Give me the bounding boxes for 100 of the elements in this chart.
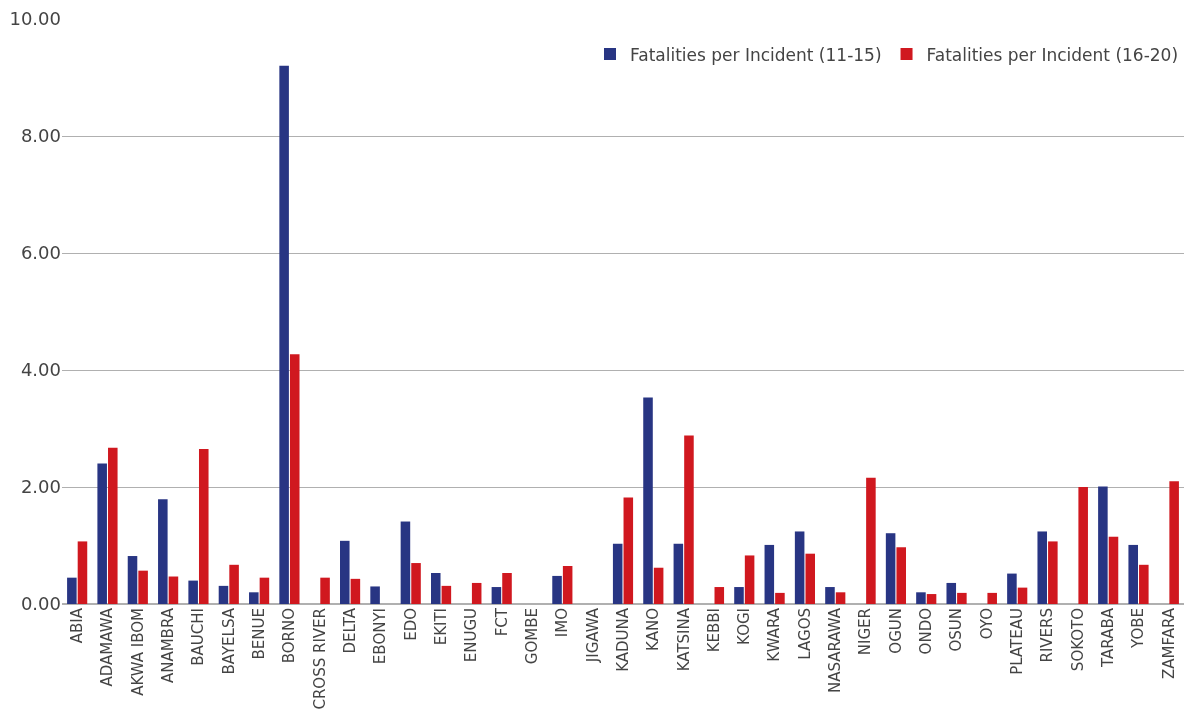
bar [673, 543, 684, 604]
bar [714, 587, 725, 604]
x-tick-label: ONDO [917, 608, 936, 655]
bar [471, 582, 482, 604]
x-tick-label: ZAMFARA [1159, 607, 1178, 680]
x-tick-label: KWARA [765, 607, 784, 662]
bar [350, 578, 361, 604]
x-tick-label: OSUN [947, 608, 966, 652]
bar [491, 587, 502, 604]
x-tick-label: ADAMAWA [98, 607, 117, 687]
x-tick-label: CROSS RIVER [310, 608, 329, 710]
x-tick-label: BAUCHI [189, 608, 208, 666]
bar [229, 564, 239, 604]
bar [926, 594, 937, 604]
x-tick-label: NASARAWA [826, 607, 845, 694]
bar [218, 585, 229, 604]
bar [1037, 531, 1048, 604]
x-tick-label: JIGAWA [583, 607, 602, 664]
x-tick-label: BORNO [280, 608, 299, 664]
bar [158, 499, 168, 604]
bar [866, 477, 876, 604]
bar [1169, 481, 1179, 604]
x-tick-label: OYO [977, 608, 996, 640]
x-tick-label: KATSINA [674, 607, 693, 672]
bar [1128, 544, 1138, 604]
bar [108, 447, 118, 604]
bar [279, 65, 289, 604]
x-tick-label: RIVERS [1038, 608, 1057, 663]
bar [896, 547, 906, 604]
bar [1098, 486, 1108, 604]
x-tick-label: LAGOS [795, 608, 814, 660]
bar [1017, 587, 1028, 604]
bar [67, 577, 77, 604]
x-tick-label: KOGI [735, 608, 754, 645]
y-tick-label: 6.00 [20, 242, 61, 264]
bar [562, 565, 573, 604]
bar [885, 533, 896, 604]
x-tick-label: OGUN [886, 608, 905, 654]
x-tick-label: EDO [401, 608, 420, 641]
bar [643, 397, 653, 604]
x-tick-label: YOBE [1129, 608, 1148, 649]
bar [744, 555, 755, 604]
y-tick-label: 10.00 [9, 8, 61, 30]
bar [340, 540, 350, 604]
bar [441, 585, 452, 604]
bar [764, 544, 775, 604]
bar [835, 592, 846, 604]
x-tick-label: ANAMBRA [159, 607, 178, 684]
bar [957, 592, 967, 604]
bar [168, 576, 179, 604]
x-tick-label: SOKOTO [1068, 608, 1087, 672]
bar [1139, 564, 1149, 604]
bar [127, 556, 138, 604]
bar [77, 541, 88, 604]
bar [1078, 487, 1088, 604]
x-tick-label: IMO [553, 608, 572, 638]
bar [794, 531, 805, 604]
bar [411, 563, 421, 604]
bar [502, 573, 512, 604]
bar [946, 582, 957, 604]
bar [320, 577, 330, 604]
bar [259, 577, 270, 604]
x-tick-label: BENUE [249, 608, 268, 660]
x-tick-label: BAYELSA [219, 607, 238, 675]
bar [289, 354, 300, 604]
bar [775, 592, 785, 604]
y-tick-label: 4.00 [20, 359, 61, 381]
bar [987, 592, 997, 604]
bar [198, 448, 209, 604]
y-tick-label: 0.00 [20, 593, 61, 615]
bar [552, 575, 562, 604]
bar [138, 570, 148, 604]
bar [1048, 541, 1058, 604]
x-tick-label: KADUNA [613, 607, 632, 672]
x-tick-label: KEBBI [704, 608, 723, 653]
bar [1108, 536, 1119, 604]
x-tick-label: ENUGU [462, 608, 481, 663]
x-tick-label: KANO [644, 608, 663, 651]
y-tick-label: 8.00 [20, 125, 61, 147]
bar [825, 587, 835, 604]
x-tick-label: TARABA [1099, 607, 1118, 668]
y-tick-label: 2.00 [20, 476, 61, 498]
x-tick-label: AKWA IBOM [128, 608, 147, 696]
bar [684, 435, 694, 604]
legend-label: Fatalities per Incident (16-20) [926, 44, 1179, 65]
x-tick-label: GOMBE [522, 608, 541, 665]
bar [430, 573, 441, 604]
x-tick-label: EBONYI [371, 608, 390, 665]
bar [623, 497, 634, 604]
bar [249, 592, 259, 604]
bar [97, 463, 107, 604]
bar [653, 567, 664, 604]
x-tick-label: PLATEAU [1008, 608, 1027, 675]
x-tick-label: EKITI [431, 608, 450, 646]
x-tick-label: DELTA [340, 607, 359, 654]
legend-label: Fatalities per Incident (11-15) [630, 44, 882, 65]
bar [612, 543, 623, 604]
bar [734, 587, 744, 604]
x-tick-label: FCT [492, 607, 511, 637]
bar [400, 521, 411, 604]
